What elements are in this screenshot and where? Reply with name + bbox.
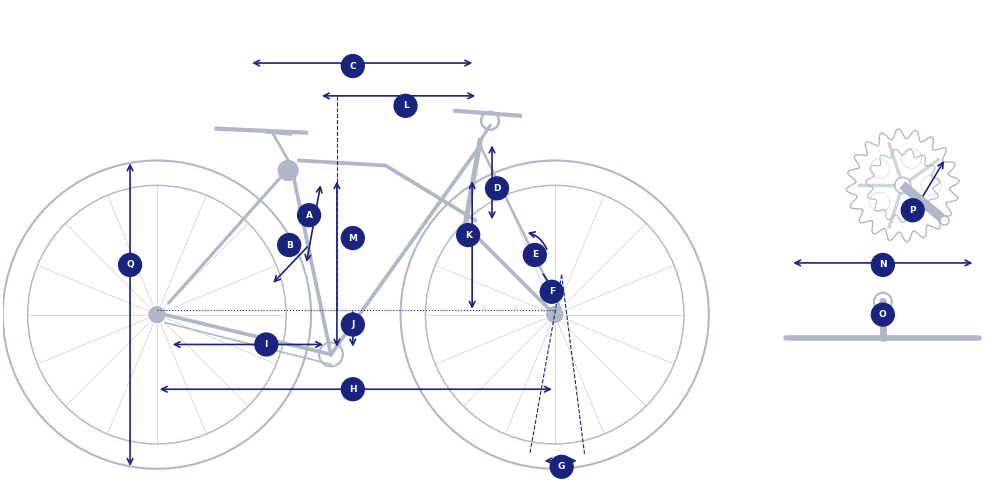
Text: G: G xyxy=(558,462,565,471)
Text: N: N xyxy=(879,260,887,270)
Text: P: P xyxy=(909,206,916,214)
Text: K: K xyxy=(465,230,472,239)
Circle shape xyxy=(119,254,142,276)
Circle shape xyxy=(278,160,298,180)
Text: I: I xyxy=(265,340,268,349)
Circle shape xyxy=(341,313,364,336)
Text: Q: Q xyxy=(126,260,134,270)
Text: E: E xyxy=(532,250,538,260)
Circle shape xyxy=(871,254,894,276)
Text: L: L xyxy=(403,102,408,110)
Circle shape xyxy=(895,178,911,194)
Circle shape xyxy=(278,234,301,256)
Circle shape xyxy=(341,378,364,400)
Circle shape xyxy=(149,306,165,322)
Text: J: J xyxy=(351,320,355,329)
Circle shape xyxy=(550,456,573,478)
Circle shape xyxy=(486,177,508,200)
Polygon shape xyxy=(900,182,947,224)
Circle shape xyxy=(871,303,894,326)
Text: A: A xyxy=(306,210,313,220)
Circle shape xyxy=(341,54,364,78)
Circle shape xyxy=(902,148,921,169)
Circle shape xyxy=(901,199,924,222)
Text: B: B xyxy=(286,240,293,250)
Circle shape xyxy=(298,204,321,227)
Text: D: D xyxy=(493,184,501,193)
Circle shape xyxy=(319,342,343,366)
Text: M: M xyxy=(348,234,357,242)
Circle shape xyxy=(255,333,278,356)
Text: C: C xyxy=(350,62,356,70)
Circle shape xyxy=(880,298,886,304)
Circle shape xyxy=(940,216,949,225)
Circle shape xyxy=(921,176,941,196)
Circle shape xyxy=(341,226,364,250)
Circle shape xyxy=(870,192,890,212)
Circle shape xyxy=(394,94,417,117)
Circle shape xyxy=(523,244,546,266)
Circle shape xyxy=(547,306,563,322)
Text: F: F xyxy=(549,288,555,296)
Circle shape xyxy=(902,202,921,222)
Text: O: O xyxy=(879,310,887,319)
Text: H: H xyxy=(349,384,357,394)
Circle shape xyxy=(870,158,890,178)
Circle shape xyxy=(457,224,480,246)
Circle shape xyxy=(540,280,563,303)
